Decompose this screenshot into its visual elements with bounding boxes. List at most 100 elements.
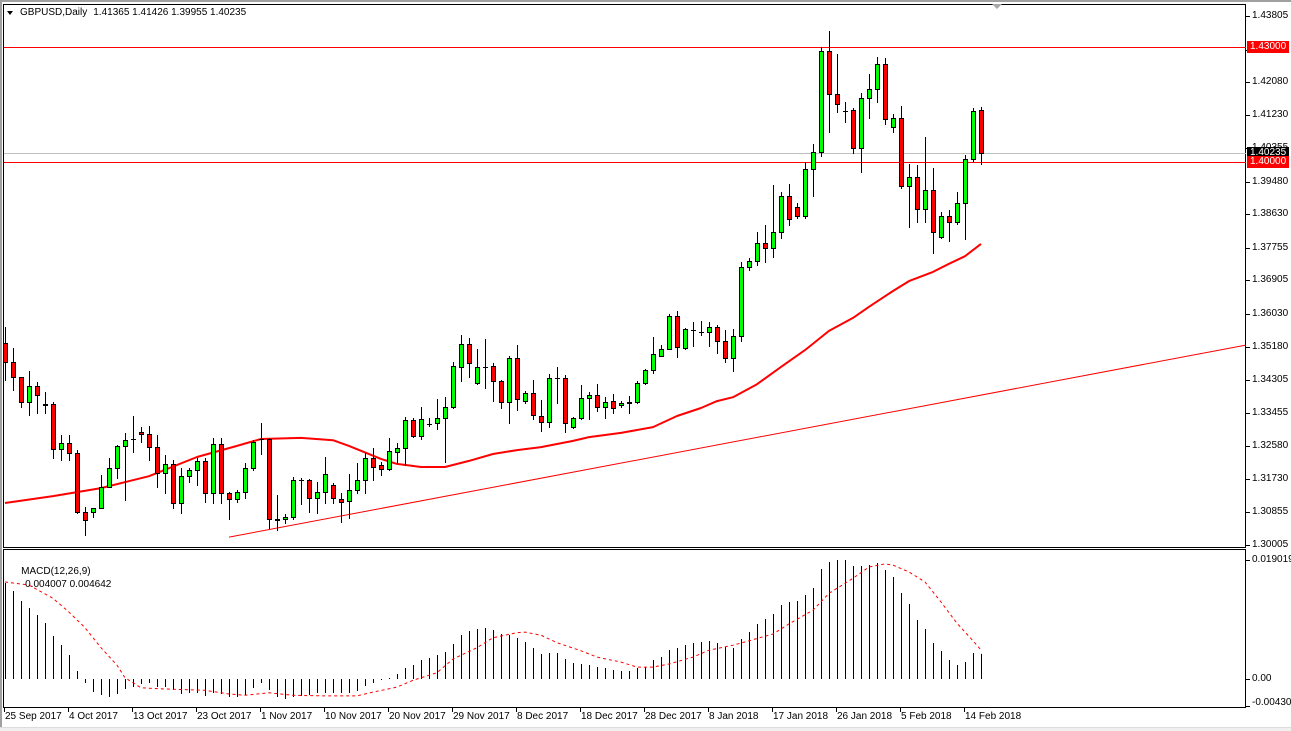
candle-body-bullish xyxy=(579,398,584,419)
candle-body-bullish xyxy=(235,492,240,500)
candle xyxy=(547,374,552,428)
price-axis-label: 1.32580 xyxy=(1252,440,1289,451)
candle-body-bearish xyxy=(371,458,376,468)
candle xyxy=(267,438,272,529)
candle-body-bullish xyxy=(123,440,128,447)
window-left-border xyxy=(0,0,2,731)
candle xyxy=(411,418,416,438)
candle-body-bullish xyxy=(571,418,576,428)
time-axis-label: 29 Nov 2017 xyxy=(453,711,510,722)
candle-body-bearish xyxy=(723,341,728,359)
candle-body-bullish xyxy=(955,203,960,223)
candle xyxy=(475,349,480,385)
candle xyxy=(331,483,336,504)
candle xyxy=(539,400,544,432)
candle xyxy=(563,375,568,433)
candle-body-bearish xyxy=(339,499,344,503)
candle-body-bearish xyxy=(611,401,616,409)
candle xyxy=(251,440,256,471)
macd-axis-label: 0.00 xyxy=(1252,673,1272,684)
candle-body-bullish xyxy=(507,358,512,403)
price-axis-label: 1.30855 xyxy=(1252,506,1289,517)
candle-body-bearish xyxy=(275,519,280,521)
candle-body-bearish xyxy=(787,196,792,220)
candle xyxy=(835,54,840,113)
candle-body-bullish xyxy=(355,480,360,491)
candle xyxy=(499,380,504,409)
candle-body-bearish xyxy=(4,343,8,363)
time-axis-label: 23 Oct 2017 xyxy=(197,711,252,722)
window-top-border xyxy=(0,0,1291,2)
time-axis-label: 10 Nov 2017 xyxy=(325,711,382,722)
candle xyxy=(963,155,968,240)
triangle-down-icon[interactable] xyxy=(7,10,13,15)
price-plot-area[interactable] xyxy=(4,31,1247,538)
candle-body-bullish xyxy=(811,152,816,170)
candle-body-bearish xyxy=(11,362,16,378)
candle-body-bearish xyxy=(219,444,224,494)
time-axis-label: 14 Feb 2018 xyxy=(965,711,1022,722)
trendline[interactable] xyxy=(228,344,1246,538)
candle-body-bullish xyxy=(643,370,648,384)
candle-body-bearish xyxy=(947,216,952,223)
candle xyxy=(491,363,496,402)
price-axis-label: 1.37755 xyxy=(1252,242,1289,253)
candle xyxy=(275,495,280,531)
candle xyxy=(211,438,216,504)
candle-body-bullish xyxy=(659,349,664,357)
candle xyxy=(739,262,744,342)
candle xyxy=(979,107,984,165)
candle-body-bullish xyxy=(635,383,640,403)
candle-body-bullish xyxy=(859,98,864,149)
price-axis-label: 1.31730 xyxy=(1252,473,1289,484)
candle xyxy=(675,311,680,358)
candle-body-bullish xyxy=(347,490,352,502)
chart-shift-triangle-icon[interactable] xyxy=(992,4,1002,9)
candle-body-bullish xyxy=(363,458,368,481)
candle xyxy=(75,450,80,514)
candle-body-bullish xyxy=(923,190,928,210)
candle xyxy=(851,108,856,154)
candle-body-bearish xyxy=(43,404,48,406)
candle xyxy=(555,367,560,404)
time-axis-label: 17 Jan 2018 xyxy=(773,711,829,722)
candle-body-bearish xyxy=(675,316,680,348)
candle xyxy=(883,58,888,125)
candle xyxy=(755,232,760,266)
candle xyxy=(523,391,528,404)
macd-plot-area[interactable] xyxy=(4,559,982,700)
candle xyxy=(107,458,112,488)
candle-body-bullish xyxy=(963,159,968,204)
candle-body-bullish xyxy=(251,442,256,469)
window-bottom-border xyxy=(0,727,1291,731)
candle xyxy=(155,435,160,488)
candle xyxy=(635,381,640,404)
candle xyxy=(971,108,976,162)
macd-panel-frame xyxy=(3,549,1246,708)
candle xyxy=(67,435,72,461)
candle xyxy=(531,380,536,420)
candle-body-bullish xyxy=(523,393,528,402)
candle xyxy=(915,165,920,223)
candle-body-bullish xyxy=(779,196,784,233)
candle-body-bullish xyxy=(547,378,552,423)
candle xyxy=(243,463,248,499)
candle-body-bullish xyxy=(283,517,288,520)
candle xyxy=(507,356,512,424)
candle-body-bullish xyxy=(667,316,672,350)
candle xyxy=(827,31,832,133)
moving-average-line xyxy=(4,243,982,504)
candle xyxy=(891,114,896,133)
candle-body-bullish xyxy=(419,419,424,437)
candle xyxy=(4,327,8,381)
candle xyxy=(603,397,608,419)
candle xyxy=(939,212,944,239)
candle xyxy=(595,384,600,412)
candle xyxy=(419,407,424,440)
candle-body-bearish xyxy=(307,480,312,499)
candle-body-bullish xyxy=(179,476,184,504)
candle-body-bullish xyxy=(91,508,96,513)
candle xyxy=(323,457,328,504)
